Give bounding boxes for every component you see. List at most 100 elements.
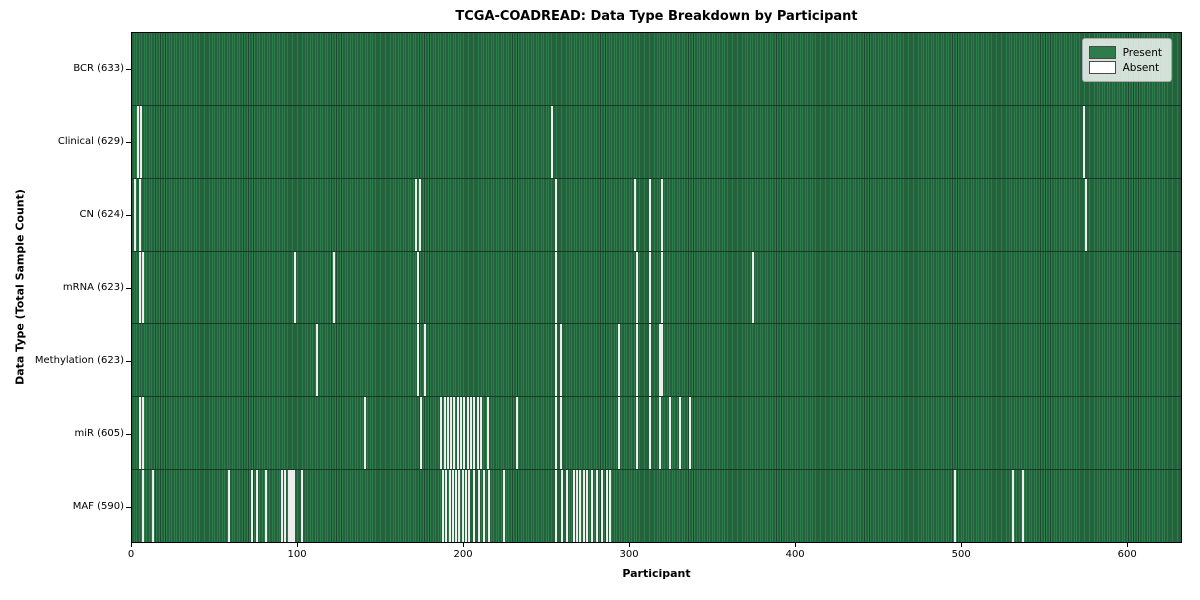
absent-stripe (264, 470, 267, 543)
legend-label-present: Present (1122, 46, 1162, 59)
absent-stripe (228, 470, 231, 543)
y-tick-label-BCR: BCR (633) (73, 63, 124, 74)
plot-area: Present Absent (131, 32, 1182, 543)
absent-stripe (133, 178, 136, 251)
absent-stripe (635, 251, 638, 324)
absent-stripe (591, 470, 594, 543)
absent-stripe (478, 470, 481, 543)
absent-stripe (291, 470, 294, 543)
absent-stripe (660, 251, 663, 324)
absent-stripe (443, 397, 446, 470)
x-tick-mark (795, 543, 797, 547)
absent-stripe (423, 324, 426, 397)
absent-stripe (605, 470, 608, 543)
absent-stripe (284, 470, 287, 543)
y-axis-title: Data Type (Total Sample Count) (13, 189, 27, 385)
absent-stripe (572, 470, 575, 543)
heatmap-row-BCR (132, 33, 1181, 106)
absent-stripe (649, 397, 652, 470)
absent-stripe (1084, 178, 1087, 251)
x-tick-label: 600 (1117, 549, 1137, 560)
absent-stripe (473, 397, 476, 470)
absent-stripe (420, 397, 423, 470)
absent-stripe (417, 251, 420, 324)
y-tick-label-Methylation: Methylation (623) (34, 355, 124, 366)
absent-stripe (561, 470, 564, 543)
absent-stripe (634, 178, 637, 251)
y-tick-mark (126, 360, 131, 362)
legend-entry-present: Present (1088, 46, 1162, 59)
absent-stripe (559, 324, 562, 397)
absent-stripe (559, 397, 562, 470)
absent-stripe (635, 397, 638, 470)
x-tick-mark (1127, 543, 1129, 547)
x-tick-mark (131, 543, 132, 547)
y-tick-label-miR: miR (605) (74, 428, 124, 439)
absent-stripe (554, 324, 557, 397)
y-tick-mark (126, 68, 131, 70)
absent-stripe (417, 324, 420, 397)
absent-stripe (658, 397, 661, 470)
absent-stripe (609, 470, 612, 543)
absent-stripe (456, 397, 459, 470)
x-tick-mark (629, 543, 631, 547)
absent-stripe (503, 470, 506, 543)
absent-stripe (688, 397, 691, 470)
absent-stripe (554, 397, 557, 470)
absent-stripe (579, 470, 582, 543)
absent-stripe (251, 470, 254, 543)
absent-stripe (418, 178, 421, 251)
absent-stripe (141, 251, 144, 324)
heatmap-row-Methylation (132, 324, 1181, 398)
legend-swatch-absent (1088, 61, 1116, 74)
absent-stripe (649, 324, 652, 397)
absent-stripe (576, 470, 579, 543)
legend-swatch-present (1088, 46, 1116, 59)
absent-stripe (483, 470, 486, 543)
x-tick-mark (463, 543, 465, 547)
absent-stripe (256, 470, 259, 543)
absent-stripe (554, 251, 557, 324)
x-tick-label: 300 (619, 549, 639, 560)
legend: Present Absent (1081, 38, 1172, 82)
heatmap-row-Clinical (132, 105, 1181, 179)
absent-stripe (450, 397, 453, 470)
y-tick-label-Clinical: Clinical (629) (57, 136, 124, 147)
chart-title: TCGA-COADREAD: Data Type Breakdown by Pa… (455, 9, 858, 24)
heatmap-row-miR (132, 397, 1181, 471)
y-tick-label-mRNA: mRNA (623) (62, 282, 124, 293)
absent-stripe (445, 470, 448, 543)
legend-entry-absent: Absent (1088, 61, 1162, 74)
absent-stripe (953, 470, 956, 543)
x-tick-label: 500 (951, 549, 971, 560)
absent-stripe (466, 397, 469, 470)
absent-stripe (488, 470, 491, 543)
absent-stripe (551, 105, 554, 178)
absent-stripe (461, 470, 464, 543)
absent-stripe (658, 324, 661, 397)
absent-stripe (1083, 105, 1086, 178)
absent-stripe (516, 397, 519, 470)
absent-stripe (751, 251, 754, 324)
absent-stripe (476, 397, 479, 470)
absent-stripe (141, 470, 144, 543)
absent-stripe (649, 251, 652, 324)
absent-stripe (1021, 470, 1024, 543)
absent-stripe (668, 397, 671, 470)
x-axis-title: Participant (622, 567, 691, 580)
absent-stripe (458, 470, 461, 543)
absent-stripe (566, 470, 569, 543)
absent-stripe (468, 470, 471, 543)
absent-stripe (315, 324, 318, 397)
y-tick-label-CN: CN (624) (79, 209, 124, 220)
x-tick-label: 400 (785, 549, 805, 560)
absent-stripe (332, 251, 335, 324)
absent-stripe (678, 397, 681, 470)
absent-stripe (660, 324, 663, 397)
absent-stripe (480, 397, 482, 470)
absent-stripe (649, 178, 652, 251)
absent-stripe (617, 324, 620, 397)
absent-stripe (138, 178, 141, 251)
absent-stripe (465, 470, 468, 543)
x-tick-label: 100 (287, 549, 307, 560)
